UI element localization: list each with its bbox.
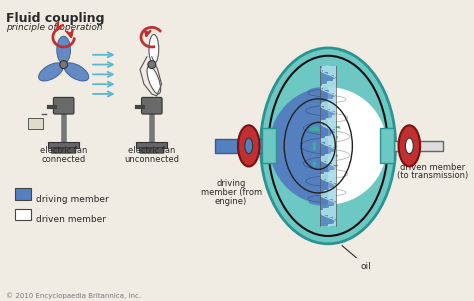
Text: (to transmission): (to transmission) [397,171,468,180]
Text: connected: connected [42,155,86,164]
Text: electric fan: electric fan [128,146,175,155]
Bar [216,139,263,153]
FancyBboxPatch shape [139,147,164,153]
Bar [394,141,443,151]
Bar [380,128,394,163]
Text: electric fan: electric fan [40,146,87,155]
Text: member (from: member (from [201,188,262,197]
Ellipse shape [149,35,159,64]
Circle shape [60,61,68,69]
Circle shape [148,61,156,69]
Text: © 2010 Encyclopaedia Britannica, Inc.: © 2010 Encyclopaedia Britannica, Inc. [6,293,141,299]
Text: oil: oil [360,262,371,272]
Text: engine): engine) [215,197,247,206]
Bar [15,209,31,220]
FancyBboxPatch shape [142,98,162,114]
Ellipse shape [399,125,420,166]
Text: principle of operation: principle of operation [6,23,102,33]
Ellipse shape [245,138,253,154]
Bar [15,188,31,200]
FancyBboxPatch shape [54,98,74,114]
Text: unconnected: unconnected [124,155,179,164]
FancyBboxPatch shape [136,142,167,148]
Text: driving member: driving member [36,195,109,204]
Text: driving: driving [217,179,246,188]
Ellipse shape [57,36,71,64]
Bar [263,128,276,163]
Wedge shape [328,87,387,205]
Wedge shape [269,87,328,205]
Ellipse shape [38,63,64,81]
Text: driven member: driven member [401,163,465,172]
Ellipse shape [238,125,260,166]
Ellipse shape [405,138,413,154]
Ellipse shape [147,66,161,94]
FancyBboxPatch shape [48,142,79,148]
Text: driven member: driven member [36,216,106,225]
Text: Fluid coupling: Fluid coupling [6,12,104,25]
FancyBboxPatch shape [51,147,76,153]
FancyBboxPatch shape [28,118,43,129]
Ellipse shape [261,48,396,244]
Ellipse shape [64,63,89,81]
